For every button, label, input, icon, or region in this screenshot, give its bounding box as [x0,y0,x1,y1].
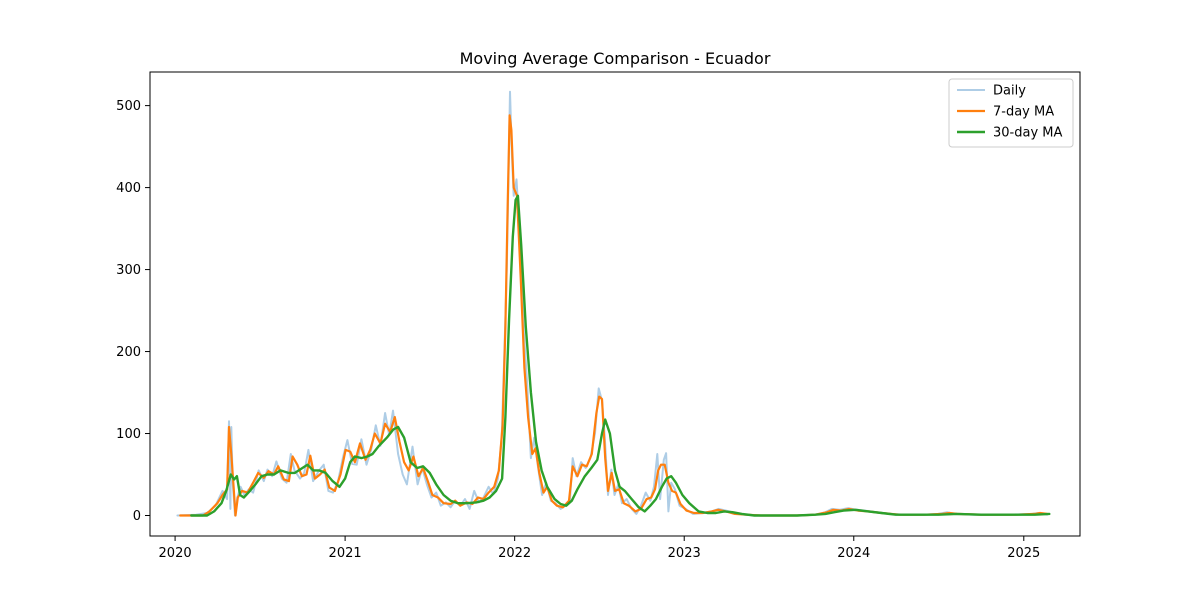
legend-label: Daily [993,84,1026,99]
y-tick-label: 500 [116,99,141,114]
y-tick-label: 0 [133,509,141,524]
series-layer [176,90,1051,517]
chart-title: Moving Average Comparison - Ecuador [460,49,771,68]
y-tick-label: 200 [116,345,141,360]
y-tick-label: 100 [116,427,141,442]
y-tick-label: 400 [116,181,141,196]
x-tick-label: 2023 [668,546,701,561]
axes-frame [149,71,1081,537]
x-axis: 2020 2021 2022 2023 2024 2025 [159,536,1040,561]
series-line-30-day-ma [190,194,1051,517]
plot-area: 2020 2021 2022 2023 2024 2025 0 100 200 300 400 50… [116,71,1081,561]
x-tick-label: 2025 [1007,546,1040,561]
x-tick-label: 2020 [159,546,192,561]
legend: Daily 7-day MA 30-day MA [948,78,1074,148]
x-tick-label: 2024 [837,546,870,561]
legend-label: 30-day MA [993,126,1062,141]
legend-box [948,78,1074,148]
y-axis: 0 100 200 300 400 500 [116,99,150,524]
x-tick-label: 2022 [498,546,531,561]
y-tick-label: 300 [116,263,141,278]
legend-label: 7-day MA [993,105,1054,120]
series-line-7-day-ma [179,114,1049,517]
x-tick-label: 2021 [329,546,362,561]
